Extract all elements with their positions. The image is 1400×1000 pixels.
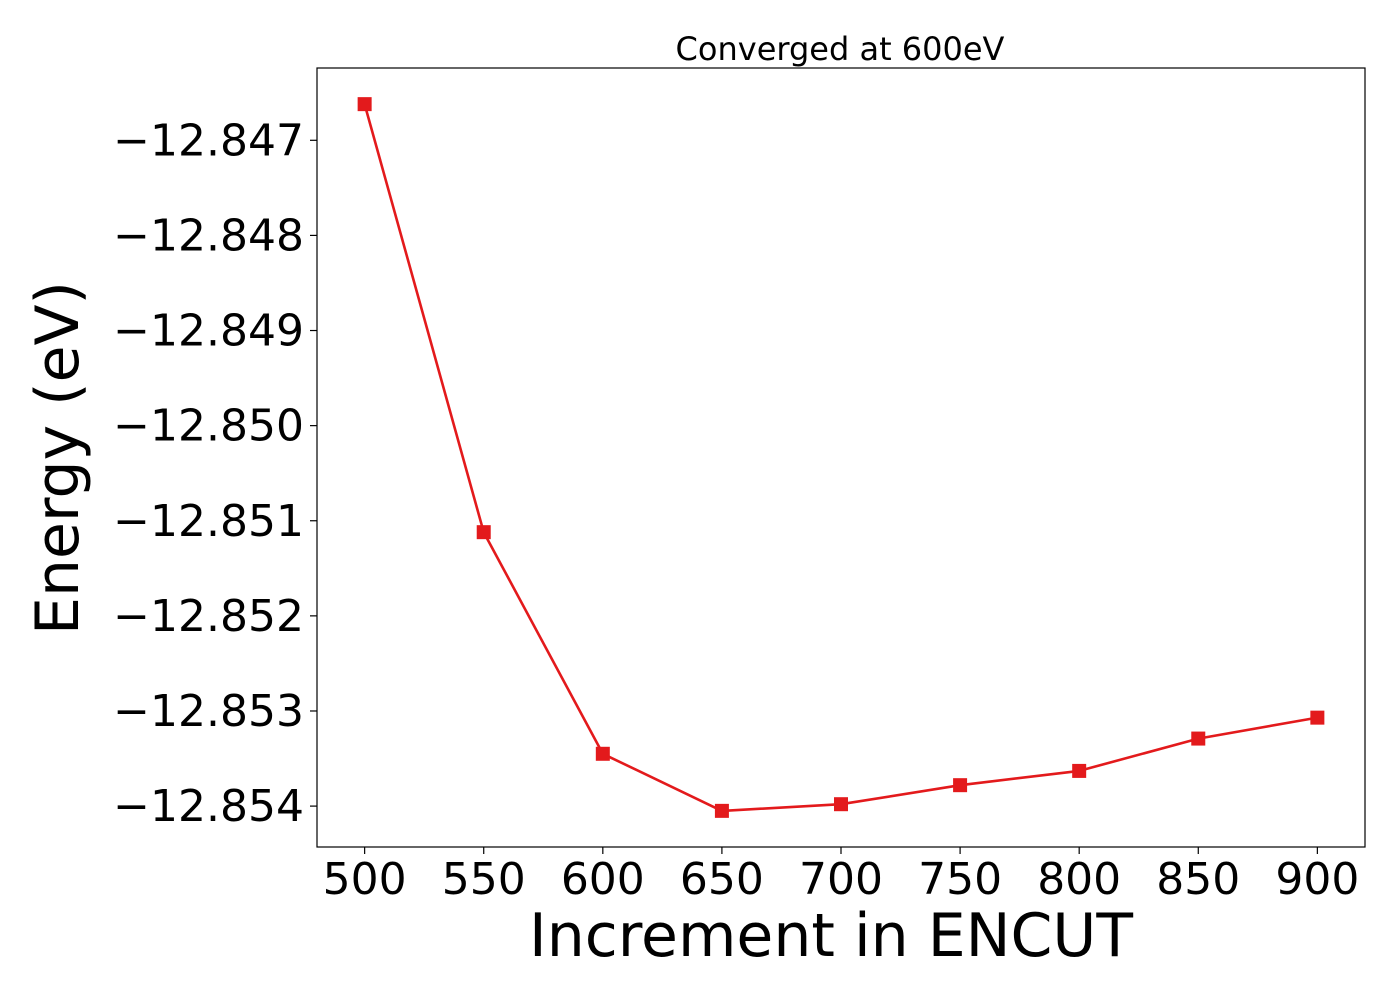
y-axis-label: Energy (eV)	[23, 281, 93, 635]
x-tick-label: 800	[1037, 854, 1121, 905]
data-point	[1191, 731, 1206, 746]
data-point	[834, 797, 848, 812]
x-tick-label: 650	[680, 854, 764, 905]
x-tick-label: 900	[1275, 854, 1359, 905]
y-tick-label: −12.851	[113, 496, 304, 547]
y-tick-label: −12.852	[113, 591, 304, 642]
y-tick-label: −12.850	[113, 401, 304, 452]
data-point	[357, 97, 372, 112]
data-point	[1310, 710, 1325, 725]
x-tick-label: 550	[442, 854, 526, 905]
x-axis-ticks: 500 550 600 650 700 750 800 850 900	[323, 847, 1359, 905]
x-axis-label: Increment in ENCUT	[529, 901, 1133, 971]
y-tick-label: −12.854	[113, 781, 304, 832]
x-tick-label: 850	[1156, 854, 1240, 905]
data-point	[953, 778, 968, 793]
x-tick-label: 700	[799, 854, 883, 905]
x-tick-label: 750	[918, 854, 1002, 905]
y-tick-label: −12.848	[113, 210, 304, 261]
series-group	[357, 97, 1325, 818]
data-point	[476, 525, 491, 540]
data-point	[1072, 763, 1087, 778]
y-tick-label: −12.853	[113, 686, 304, 737]
data-point	[714, 803, 729, 818]
y-tick-label: −12.847	[113, 115, 304, 166]
data-point	[595, 746, 610, 761]
x-tick-label: 500	[323, 854, 407, 905]
chart-title: Converged at 600eV	[676, 30, 1005, 68]
y-tick-label: −12.849	[113, 306, 304, 357]
y-axis-ticks: −12.847 −12.848 −12.849 −12.850 −12.851 −12.8…	[113, 115, 317, 832]
x-tick-label: 600	[561, 854, 645, 905]
